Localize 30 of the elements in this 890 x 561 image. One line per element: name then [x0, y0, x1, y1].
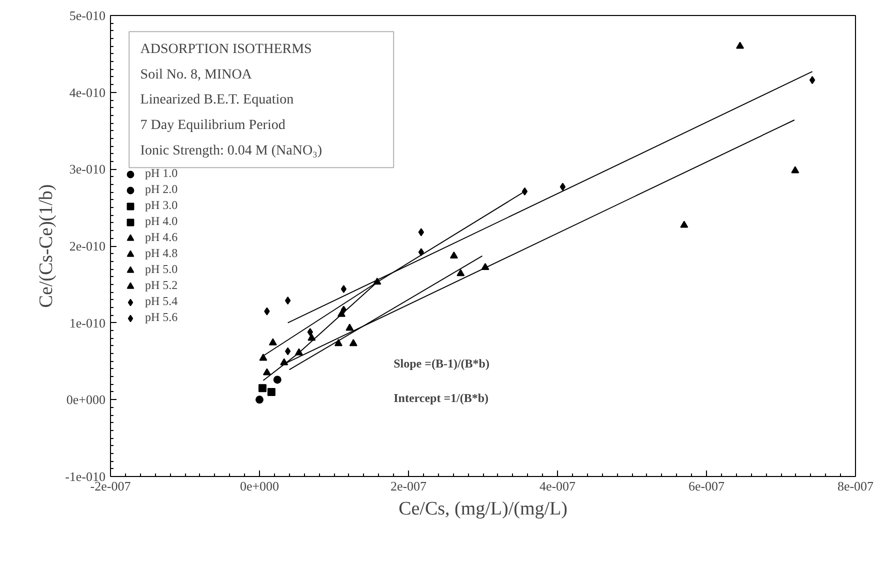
legend-label: pH 5.6 — [145, 310, 178, 325]
x-tick-label: 4e-007 — [539, 478, 576, 494]
annotation: 7 Day Equilibrium Period — [140, 118, 286, 134]
y-axis-title: Ce/(Cs-Ce)(1/b) — [36, 184, 58, 308]
y-tick-label: 2e-010 — [69, 238, 106, 254]
annotation: Linearized B.E.T. Equation — [140, 92, 294, 108]
x-tick-label: 6e-007 — [688, 478, 726, 494]
legend-label: pH 2.0 — [145, 182, 178, 197]
y-tick-label: 5e-010 — [69, 8, 106, 23]
legend-label: pH 1.0 — [145, 166, 178, 181]
legend-label: pH 5.0 — [145, 262, 178, 277]
x-axis-title: Ce/Cs, (mg/L)/(mg/L) — [398, 498, 568, 520]
annotation: Ionic Strength: 0.04 M (NaNO₃) — [140, 143, 322, 158]
legend-label: pH 4.0 — [145, 214, 178, 229]
legend-label: pH 5.2 — [145, 278, 178, 293]
y-tick-label: 3e-010 — [69, 162, 106, 177]
x-tick-label: 2e-007 — [390, 478, 428, 494]
legend-label: pH 4.8 — [145, 246, 178, 261]
annotation: Soil No. 8, MINOA — [140, 67, 253, 82]
annotation: Intercept =1/(B*b) — [394, 391, 489, 406]
y-tick-label: 0e+000 — [66, 392, 106, 408]
y-tick-label: 1e-010 — [69, 315, 106, 330]
y-tick-label: 4e-010 — [69, 84, 106, 100]
x-tick-label: 0e+000 — [240, 478, 280, 494]
legend-label: pH 3.0 — [145, 198, 178, 213]
legend-label: pH 4.6 — [145, 230, 178, 245]
annotation: ADSORPTION ISOTHERMS — [140, 42, 312, 57]
legend-label: pH 5.4 — [145, 294, 178, 309]
annotation: Slope =(B-1)/(B*b) — [394, 356, 490, 370]
x-tick-label: 8e-007 — [837, 478, 874, 494]
